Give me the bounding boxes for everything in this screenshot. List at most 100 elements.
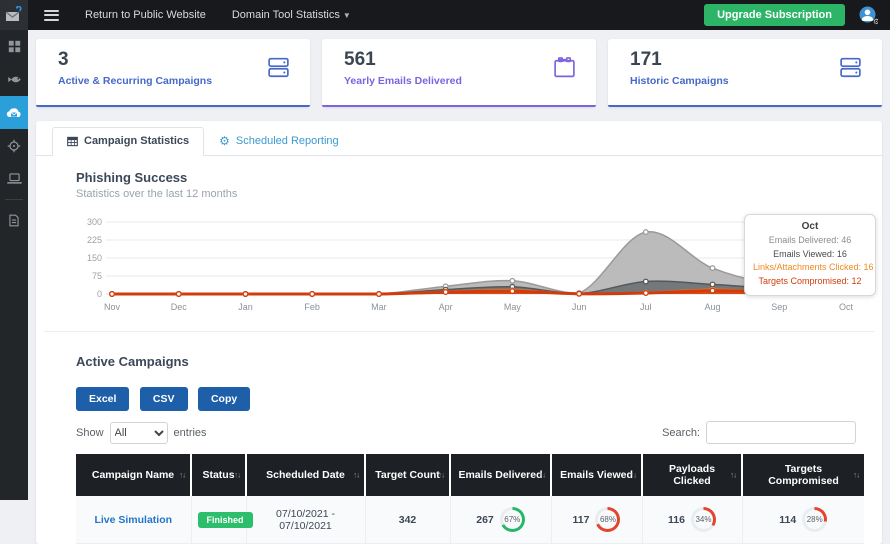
- progress-ring: 28%: [802, 507, 828, 532]
- sort-icon[interactable]: ↑↓: [179, 470, 186, 480]
- entries-label: entries: [173, 426, 207, 439]
- stat-label: Yearly Emails Delivered: [344, 75, 462, 87]
- search-input[interactable]: [706, 421, 856, 444]
- upgrade-subscription-button[interactable]: Upgrade Subscription: [704, 4, 845, 26]
- sidebar-item-targets[interactable]: [0, 129, 28, 162]
- tab-campaign-statistics[interactable]: Campaign Statistics: [52, 127, 205, 156]
- svg-text:225: 225: [87, 235, 102, 245]
- col-campaign-name[interactable]: Campaign Name ↑↓: [76, 454, 192, 496]
- card-accent-bar: [36, 105, 310, 107]
- svg-text:Dec: Dec: [171, 302, 188, 312]
- sidebar-divider: [5, 199, 23, 200]
- col-emails-viewed[interactable]: Emails Viewed ↑↓: [551, 454, 643, 496]
- targets-compromised-cell: 114 28%: [742, 496, 864, 544]
- svg-text:Aug: Aug: [705, 302, 721, 312]
- excel-export-button[interactable]: Excel: [76, 387, 130, 411]
- section-divider: [44, 331, 874, 332]
- col-payloads-clicked[interactable]: Payloads Clicked ↑↓: [642, 454, 743, 496]
- phishing-success-chart: 0 75 150 225 300 Nov Dec Jan Feb Mar Apr May Jun Jul A…: [76, 214, 876, 323]
- sort-icon[interactable]: ↑↓: [438, 470, 445, 480]
- tab-scheduled-reporting[interactable]: ⚙ Scheduled Reporting: [204, 127, 354, 156]
- export-buttons-row: Excel CSV Copy: [76, 387, 856, 411]
- sidebar-item-phishing[interactable]: [0, 63, 28, 96]
- search-box: Search:: [662, 421, 856, 444]
- main-content: 3 Active & Recurring Campaigns 561 Yearl…: [28, 30, 890, 544]
- app-logo[interactable]: [0, 0, 28, 30]
- active-campaigns-heading: Active Campaigns: [76, 354, 189, 369]
- col-targets-compromised[interactable]: Targets Compromised ↑↓: [742, 454, 864, 496]
- server-icon: [265, 55, 292, 85]
- col-scheduled-date[interactable]: Scheduled Date ↑↓: [246, 454, 366, 496]
- tab-label: Scheduled Reporting: [235, 135, 339, 147]
- tooltip-line: Targets Compromised: 12: [758, 275, 862, 286]
- sidebar-item-reports[interactable]: [0, 204, 28, 237]
- cloud-mail-icon: [6, 107, 21, 117]
- search-label: Search:: [662, 426, 700, 439]
- sidebar-item-devices[interactable]: [0, 162, 28, 195]
- server-icon: [837, 55, 864, 85]
- svg-text:75: 75: [92, 271, 102, 281]
- col-emails-delivered[interactable]: Emails Delivered ↑↓: [450, 454, 552, 496]
- stats-row: 3 Active & Recurring Campaigns 561 Yearl…: [36, 39, 882, 107]
- svg-text:Oct: Oct: [839, 302, 854, 312]
- domain-tool-statistics-menu[interactable]: Domain Tool Statistics ▼: [232, 9, 351, 21]
- emails-delivered-cell: 267 67%: [450, 496, 552, 544]
- svg-text:150: 150: [87, 253, 102, 263]
- svg-text:Nov: Nov: [104, 302, 121, 312]
- card-accent-bar: [322, 105, 596, 107]
- sort-icon[interactable]: ↑↓: [353, 470, 360, 480]
- table-icon: [67, 136, 78, 146]
- chevron-down-icon: ▼: [342, 11, 351, 20]
- table-controls-row: Show All entries Search:: [76, 421, 856, 444]
- stat-label: Historic Campaigns: [630, 75, 729, 87]
- user-avatar-icon[interactable]: ⚙: [859, 6, 880, 26]
- chart-tooltip: Oct Emails Delivered: 46 Emails Viewed: …: [744, 214, 876, 296]
- tooltip-line: Emails Delivered: 46: [768, 235, 852, 245]
- calendar-icon: [551, 55, 578, 85]
- menu-toggle-icon[interactable]: [44, 7, 59, 23]
- dashboard-card: Campaign Statistics ⚙ Scheduled Reportin…: [36, 121, 882, 544]
- sidebar-item-dashboard[interactable]: [0, 30, 28, 63]
- top-navbar: Return to Public Website Domain Tool Sta…: [0, 0, 890, 30]
- svg-text:Sep: Sep: [771, 302, 787, 312]
- chart-title: Phishing Success: [76, 170, 188, 185]
- laptop-icon: [6, 173, 22, 184]
- page-size-select[interactable]: All: [109, 421, 168, 444]
- csv-export-button[interactable]: CSV: [139, 387, 188, 411]
- svg-text:Feb: Feb: [304, 302, 320, 312]
- grid-icon: [8, 40, 20, 53]
- campaign-name-link[interactable]: Live Simulation: [94, 513, 173, 526]
- col-target-count[interactable]: Target Count ↑↓: [365, 454, 451, 496]
- stat-value: 561: [344, 49, 376, 70]
- svg-text:Mar: Mar: [371, 302, 387, 312]
- payloads-clicked-cell: 116 34%: [642, 496, 743, 544]
- gear-icon: ⚙: [873, 17, 878, 25]
- area-chart[interactable]: 0 75 150 225 300 Nov Dec Jan Feb Mar Apr May Jun Jul A…: [76, 214, 858, 318]
- sort-icon[interactable]: ↑↓: [730, 470, 737, 480]
- col-status[interactable]: Status ↑↓: [191, 454, 247, 496]
- sort-icon[interactable]: ↑↓: [630, 470, 637, 480]
- campaigns-table: Campaign Name ↑↓ Status ↑↓ Scheduled Date ↑…: [76, 454, 864, 544]
- show-label: Show: [76, 426, 104, 439]
- table-header-row: Campaign Name ↑↓ Status ↑↓ Scheduled Date ↑…: [76, 454, 864, 496]
- table-row: Live Simulation Finished 07/10/2021 - 07…: [76, 496, 864, 544]
- tooltip-line: Links/Attachments Clicked: 16: [753, 262, 874, 272]
- stat-value: 3: [58, 49, 69, 70]
- target-count-cell: 342: [365, 496, 451, 544]
- progress-ring: 34%: [690, 507, 716, 532]
- copy-export-button[interactable]: Copy: [197, 387, 251, 411]
- sidebar-item-campaigns[interactable]: [0, 96, 28, 129]
- target-icon: [7, 139, 21, 152]
- svg-text:Jan: Jan: [238, 302, 253, 312]
- phish-icon: [7, 76, 21, 83]
- progress-ring: 67%: [499, 507, 525, 532]
- stat-card-yearly-emails: 561 Yearly Emails Delivered: [322, 39, 596, 107]
- return-public-website-link[interactable]: Return to Public Website: [85, 9, 206, 21]
- sort-icon[interactable]: ↑↓: [853, 470, 860, 480]
- sort-icon[interactable]: ↑↓: [234, 470, 241, 480]
- svg-text:Jun: Jun: [572, 302, 587, 312]
- chart-subtitle: Statistics over the last 12 months: [76, 188, 238, 200]
- emails-viewed-cell: 117 68%: [551, 496, 643, 544]
- sort-icon[interactable]: ↑↓: [539, 470, 546, 480]
- left-sidebar: [0, 30, 28, 500]
